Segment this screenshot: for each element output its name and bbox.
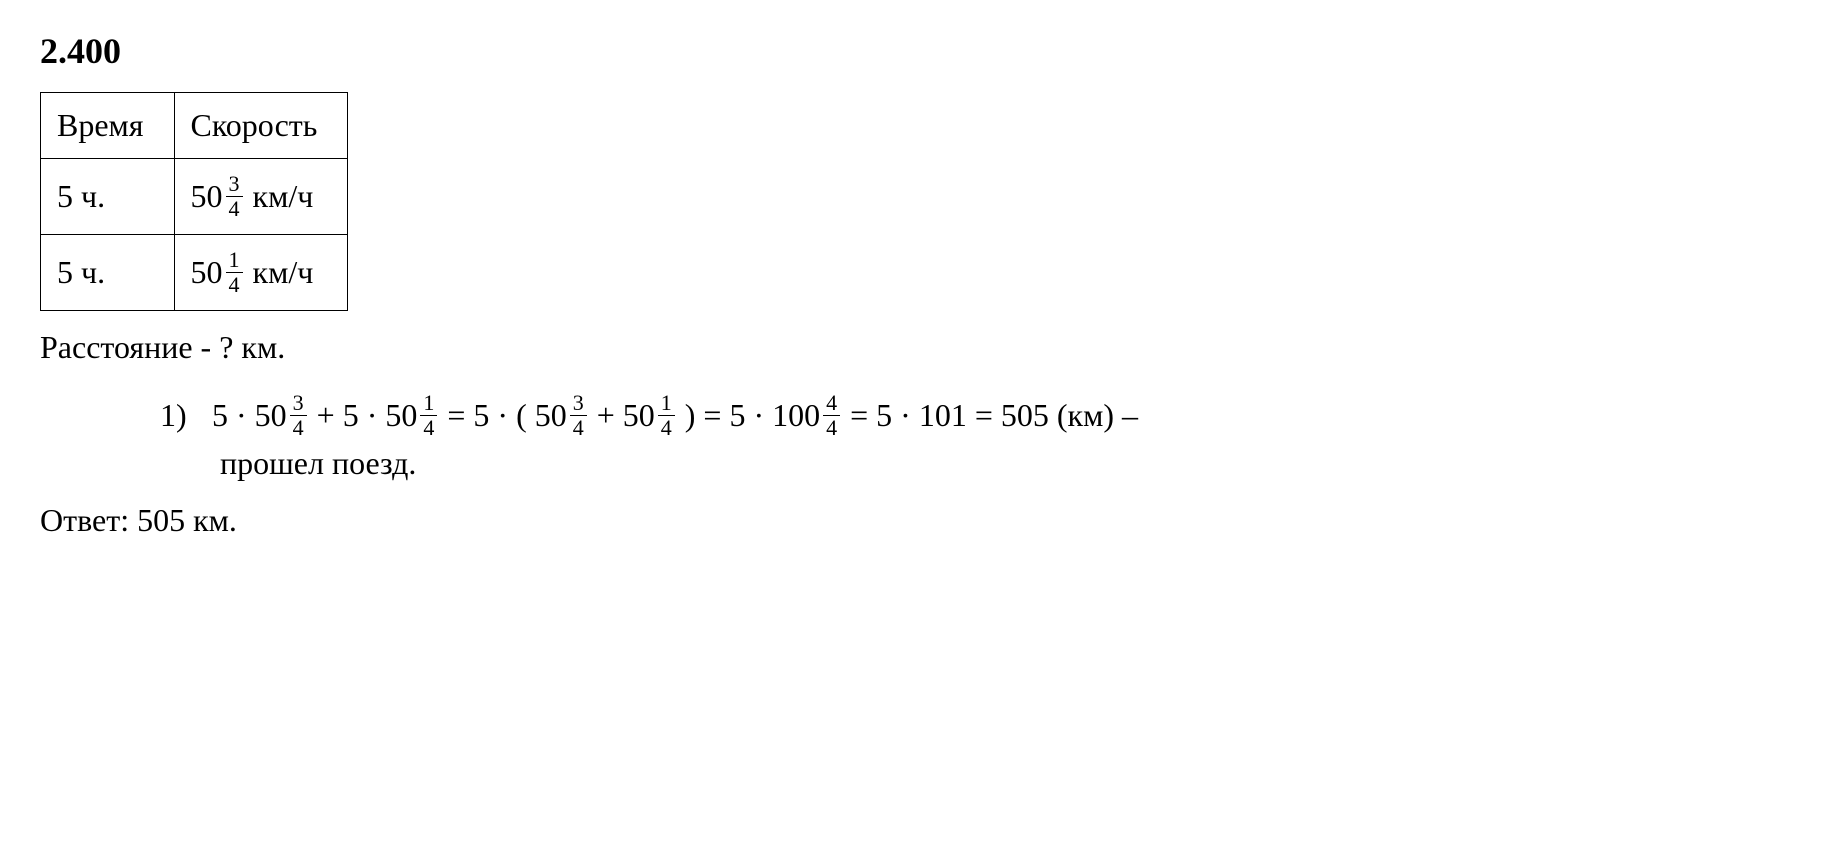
speed2-num: 1 <box>226 249 243 273</box>
eq-2: = <box>703 397 721 434</box>
mul-2: · <box>367 397 378 434</box>
eq-1: = <box>447 397 465 434</box>
result-unit: (км) <box>1057 397 1114 434</box>
t3c: 5 <box>876 397 892 434</box>
b-den: 4 <box>420 416 437 439</box>
c-whole: 100 <box>772 397 820 434</box>
cell-time-1: 5 ч. <box>41 159 175 235</box>
mul-4: · <box>753 397 764 434</box>
t1: 5 <box>212 397 228 434</box>
t2: 5 <box>343 397 359 434</box>
question-line: Расстояние - ? км. <box>40 329 1782 366</box>
c-num: 4 <box>823 392 840 416</box>
t3a: 5 <box>473 397 489 434</box>
speed1-unit: км/ч <box>245 178 314 214</box>
plus-2: + <box>597 397 615 434</box>
speed2-unit: км/ч <box>245 254 314 290</box>
answer-line: Ответ: 505 км. <box>40 502 1782 539</box>
c-den: 4 <box>823 416 840 439</box>
a2-whole: 50 <box>535 397 567 434</box>
cell-speed-2: 50 1 4 км/ч <box>174 235 348 311</box>
b-whole: 50 <box>385 397 417 434</box>
problem-number: 2.400 <box>40 30 1782 72</box>
rpar: ) <box>685 397 696 434</box>
data-table: Время Скорость 5 ч. 50 3 4 км/ч 5 ч. 50 <box>40 92 348 311</box>
a2-den: 4 <box>570 416 587 439</box>
a-num: 3 <box>290 392 307 416</box>
t3b: 5 <box>729 397 745 434</box>
a-whole: 50 <box>255 397 287 434</box>
a2-num: 3 <box>570 392 587 416</box>
answer-label: Ответ: <box>40 502 129 538</box>
cell-speed-1: 50 3 4 км/ч <box>174 159 348 235</box>
speed1-whole: 50 <box>191 178 223 215</box>
d: 101 <box>919 397 967 434</box>
b2-whole: 50 <box>623 397 655 434</box>
mul-1: · <box>236 397 247 434</box>
explain-line: прошел поезд. <box>40 445 1782 482</box>
mul-3: · <box>497 397 508 434</box>
calc-line: 1) 5 · 50 3 4 + 5 · 50 1 4 = 5 · ( 50 3 <box>40 392 1782 439</box>
answer-value: 505 км. <box>137 502 237 538</box>
table-header-time: Время <box>41 93 175 159</box>
b2-num: 1 <box>658 392 675 416</box>
table-header-speed: Скорость <box>174 93 348 159</box>
speed1-den: 4 <box>226 197 243 220</box>
table-header-row: Время Скорость <box>41 93 348 159</box>
b-num: 1 <box>420 392 437 416</box>
speed2-den: 4 <box>226 273 243 296</box>
speed2-whole: 50 <box>191 254 223 291</box>
eq-3: = <box>850 397 868 434</box>
step-label: 1) <box>160 397 204 434</box>
table-row: 5 ч. 50 1 4 км/ч <box>41 235 348 311</box>
lpar: ( <box>516 397 527 434</box>
cell-time-2: 5 ч. <box>41 235 175 311</box>
plus-1: + <box>317 397 335 434</box>
result: 505 <box>1001 397 1049 434</box>
table-row: 5 ч. 50 3 4 км/ч <box>41 159 348 235</box>
eq-4: = <box>975 397 993 434</box>
speed1-num: 3 <box>226 173 243 197</box>
mul-5: · <box>900 397 911 434</box>
b2-den: 4 <box>658 416 675 439</box>
dash: – <box>1122 397 1138 434</box>
a-den: 4 <box>290 416 307 439</box>
